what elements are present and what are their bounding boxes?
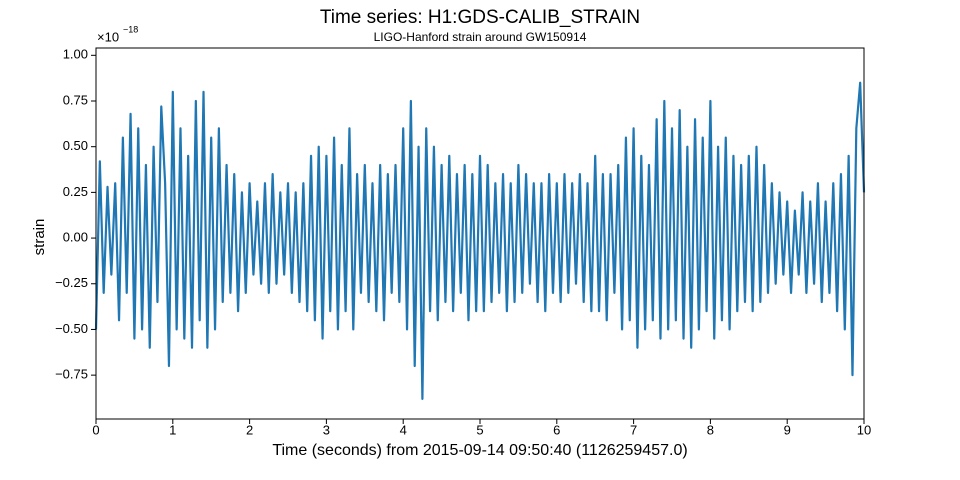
y-tick-label: −0.25 [55, 275, 88, 290]
x-tick-label: 10 [857, 422, 871, 437]
y-tick-label: −0.50 [55, 321, 88, 336]
x-axis-label: Time (seconds) from 2015-09-14 09:50:40 … [272, 442, 687, 459]
x-tick-label: 8 [707, 422, 714, 437]
y-tick-label: 0.75 [63, 92, 88, 107]
x-tick-label: 6 [553, 422, 560, 437]
y-tick-label: −0.75 [55, 367, 88, 382]
x-tick-label: 7 [630, 422, 637, 437]
plot-area [94, 81, 866, 400]
x-tick-label: 9 [784, 422, 791, 437]
x-tick-label: 0 [92, 422, 99, 437]
x-tick-label: 1 [169, 422, 176, 437]
series-line [94, 81, 866, 400]
y-offset-exponent: −18 [123, 24, 138, 34]
y-offset-base: ×10 [97, 29, 119, 44]
y-axis-label: strain [31, 219, 48, 256]
chart-title: Time series: H1:GDS-CALIB_STRAIN [320, 7, 640, 28]
x-tick-label: 2 [246, 422, 253, 437]
y-tick-label: 0.00 [63, 230, 88, 245]
x-tick-label: 4 [400, 422, 407, 437]
chart-subtitle: LIGO-Hanford strain around GW150914 [374, 30, 587, 44]
x-tick-label: 3 [323, 422, 330, 437]
y-tick-label: 1.00 [63, 47, 88, 62]
x-tick-label: 5 [476, 422, 483, 437]
y-tick-label: 0.25 [63, 184, 88, 199]
y-tick-label: 0.50 [63, 138, 88, 153]
